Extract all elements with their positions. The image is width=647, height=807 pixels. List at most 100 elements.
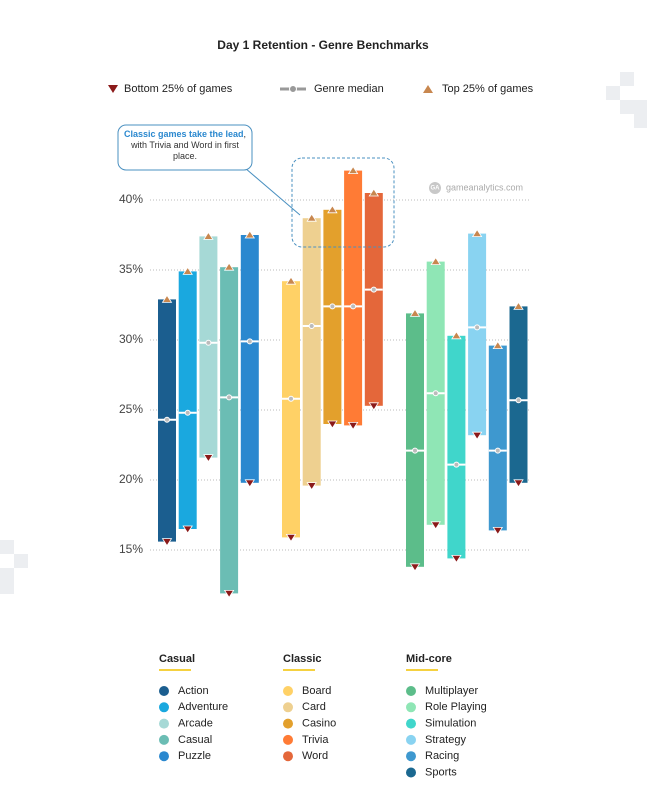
bottom-marker bbox=[430, 521, 441, 530]
median-dot bbox=[515, 397, 522, 404]
decoration bbox=[0, 72, 647, 594]
annotation-box bbox=[117, 124, 253, 171]
legend-swatch bbox=[283, 751, 293, 762]
median-dot bbox=[453, 461, 460, 468]
legend-group-title: Classic bbox=[283, 653, 322, 665]
top-marker bbox=[451, 331, 462, 340]
legend-label: Card bbox=[302, 701, 326, 713]
top-marker bbox=[161, 294, 173, 303]
annotation-bold: Classic games take the lead bbox=[123, 129, 244, 139]
bottom-marker bbox=[368, 402, 380, 411]
bottom-marker bbox=[285, 534, 297, 543]
legend-top-icon bbox=[423, 85, 433, 93]
annotation-connector bbox=[244, 167, 301, 216]
top-marker bbox=[203, 231, 214, 240]
top-marker bbox=[492, 340, 504, 350]
y-tick-label: 20% bbox=[119, 472, 143, 486]
legend-label: Racing bbox=[425, 750, 459, 762]
legend-label: Role Playing bbox=[425, 701, 487, 713]
legend-top: Top 25% of games bbox=[442, 83, 534, 95]
legend-swatch bbox=[283, 734, 293, 745]
range-bar bbox=[468, 233, 487, 436]
top-marker bbox=[368, 188, 380, 197]
y-tick-label: 30% bbox=[119, 332, 143, 346]
legend-swatch bbox=[159, 751, 169, 762]
range-bar bbox=[323, 209, 342, 424]
chart-title: Day 1 Retention - Genre Benchmarks bbox=[217, 38, 429, 52]
top-marker bbox=[182, 266, 193, 275]
legend-swatch bbox=[159, 718, 169, 729]
top-marker bbox=[409, 308, 421, 317]
legend-label: Board bbox=[302, 685, 331, 697]
median-dot bbox=[184, 409, 191, 416]
legend-label: Multiplayer bbox=[425, 685, 479, 697]
legend-swatch bbox=[283, 718, 293, 729]
bottom-marker bbox=[327, 420, 338, 429]
bottom-marker bbox=[492, 527, 504, 536]
legend-label: Adventure bbox=[178, 701, 228, 713]
y-tick-label: 15% bbox=[119, 542, 143, 556]
legend-label: Puzzle bbox=[178, 750, 211, 762]
median-dot bbox=[205, 339, 212, 346]
bottom-marker bbox=[182, 525, 193, 534]
bottom-marker bbox=[244, 479, 256, 488]
legend-median-dot bbox=[289, 85, 297, 93]
legend-label: Casino bbox=[302, 718, 336, 730]
watermark-text: gameanalytics.com bbox=[446, 182, 523, 192]
bottom-marker bbox=[223, 590, 235, 599]
range-bar bbox=[282, 281, 300, 538]
range-bar bbox=[406, 313, 424, 567]
bottom-marker bbox=[451, 555, 462, 564]
legend-label: Sports bbox=[425, 766, 457, 778]
legend-group-title: Mid-core bbox=[406, 653, 452, 665]
median-dot bbox=[246, 338, 253, 345]
bottom-marker bbox=[471, 431, 483, 440]
legend-swatch bbox=[406, 702, 416, 713]
bottom-marker bbox=[203, 454, 214, 463]
top-marker bbox=[430, 256, 441, 266]
legend-swatch bbox=[406, 734, 416, 745]
range-bar bbox=[488, 345, 507, 531]
highlight-box bbox=[291, 157, 395, 248]
legend: Casual Action Adventure Arcade Casual Puzzle C… bbox=[159, 653, 487, 778]
y-tick-label: 25% bbox=[119, 402, 143, 416]
bottom-marker bbox=[161, 538, 173, 547]
median-dot bbox=[432, 390, 439, 397]
legend-swatch bbox=[283, 686, 293, 696]
legend-group-title: Casual bbox=[159, 653, 195, 665]
legend-label: Strategy bbox=[425, 734, 466, 746]
legend-median: Genre median bbox=[314, 83, 384, 95]
bottom-marker bbox=[347, 421, 359, 431]
top-marker bbox=[513, 301, 524, 310]
median-dot bbox=[474, 324, 481, 331]
legend-bottom: Bottom 25% of games bbox=[124, 83, 233, 95]
legend-swatch bbox=[406, 718, 416, 729]
legend-label: Simulation bbox=[425, 718, 476, 730]
top-marker bbox=[244, 230, 256, 239]
range-bar bbox=[509, 306, 528, 483]
legend-swatch bbox=[406, 686, 416, 696]
range-bar bbox=[344, 170, 363, 426]
legend-swatch bbox=[159, 734, 169, 745]
legend-swatch bbox=[159, 702, 169, 713]
annotation-text: Classic games take the lead, with Trivia… bbox=[122, 129, 248, 162]
median-dot bbox=[288, 395, 294, 402]
bottom-marker bbox=[513, 479, 524, 488]
top-marker bbox=[285, 276, 297, 285]
top-marker bbox=[327, 205, 338, 214]
legend-label: Action bbox=[178, 685, 209, 697]
median-dot bbox=[164, 416, 170, 423]
median-dot bbox=[370, 286, 377, 293]
y-tick-label: 35% bbox=[119, 262, 143, 276]
range-bar bbox=[199, 236, 218, 458]
legend-swatch bbox=[406, 751, 416, 762]
y-tick-label: 40% bbox=[119, 192, 143, 206]
range-bar bbox=[447, 335, 466, 559]
bottom-marker bbox=[409, 563, 421, 572]
range-bar bbox=[240, 235, 259, 483]
median-dot bbox=[412, 447, 418, 454]
median-dot bbox=[494, 447, 501, 454]
range-bar bbox=[220, 267, 239, 594]
legend-label: Trivia bbox=[302, 734, 329, 746]
